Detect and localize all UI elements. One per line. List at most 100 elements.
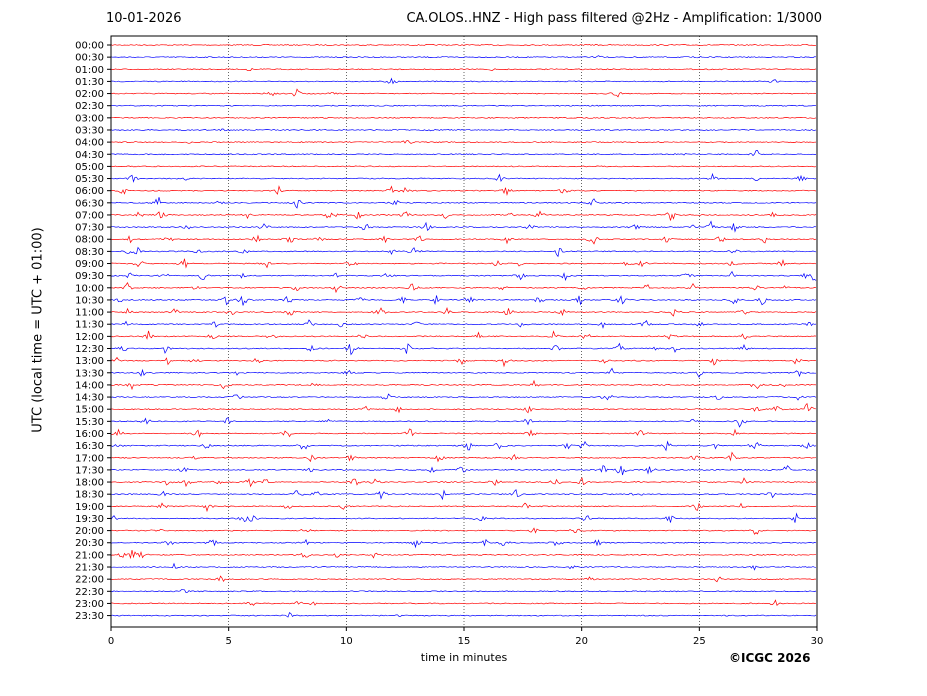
trace-1430: [110, 393, 817, 401]
trace-2300: [110, 599, 817, 606]
trace-2100: [110, 550, 816, 560]
y-tick-label: 09:30: [75, 271, 104, 282]
y-tick-label: 10:30: [75, 295, 104, 306]
y-tick-label: 17:30: [75, 465, 104, 476]
plot-frame: [110, 35, 818, 628]
trace-0500: [110, 165, 817, 168]
x-tick-label: 20: [575, 636, 588, 647]
trace-1600: [110, 428, 817, 438]
y-tick-label: 02:00: [75, 89, 104, 100]
y-tick-label: 12:30: [75, 344, 104, 355]
y-tick-label: 13:30: [75, 368, 104, 379]
trace-0330: [110, 128, 817, 132]
y-tick-label: 04:00: [75, 138, 104, 149]
trace-0430: [110, 150, 816, 157]
x-axis-label: time in minutes: [420, 651, 508, 664]
trace-2030: [110, 538, 817, 549]
y-tick-label: 18:00: [75, 478, 104, 489]
trace-1130: [110, 319, 817, 329]
y-tick-label: 06:30: [75, 198, 104, 209]
y-tick-label: 07:00: [75, 210, 104, 221]
chart-title: CA.OLOS..HNZ - High pass filtered @2Hz -…: [406, 11, 822, 26]
y-tick-label: 18:30: [75, 490, 104, 501]
trace-1530: [110, 417, 817, 428]
y-tick-label: 11:00: [75, 308, 104, 319]
trace-2330: [110, 612, 817, 618]
trace-0030: [110, 55, 817, 59]
trace-1200: [110, 330, 817, 340]
y-tick-label: 11:30: [75, 320, 104, 331]
trace-0300: [110, 116, 817, 119]
trace-2230: [110, 589, 817, 593]
y-tick-label: 20:00: [75, 526, 104, 537]
y-tick-label: 05:00: [75, 162, 104, 173]
x-tick-label: 10: [340, 636, 353, 647]
y-tick-label: 13:00: [75, 356, 104, 367]
trace-0100: [110, 68, 817, 72]
trace-1500: [110, 402, 817, 414]
x-tick-label: 0: [108, 636, 114, 647]
trace-0800: [110, 234, 817, 245]
trace-1300: [110, 356, 817, 368]
trace-0700: [110, 210, 817, 221]
y-tick-label: 00:30: [75, 53, 104, 64]
trace-0930: [110, 270, 817, 282]
trace-1000: [110, 281, 817, 294]
y-tick-label: 04:30: [75, 150, 104, 161]
trace-0000: [110, 43, 817, 46]
trace-1900: [110, 502, 817, 513]
y-tick-label: 03:00: [75, 113, 104, 124]
trace-2130: [110, 562, 817, 571]
y-tick-label: 09:00: [75, 259, 104, 270]
trace-1630: [110, 440, 817, 452]
trace-1930: [110, 512, 817, 523]
y-tick-label: 23:30: [75, 611, 104, 622]
y-tick-label: 17:00: [75, 453, 104, 464]
traces-group: [110, 43, 817, 618]
trace-0830: [110, 246, 817, 258]
y-tick-label: 22:00: [75, 575, 104, 586]
y-tick-label: 22:30: [75, 587, 104, 598]
y-tick-label: 10:00: [75, 283, 104, 294]
trace-1400: [110, 379, 817, 391]
trace-0600: [110, 185, 817, 196]
y-tick-label: 14:30: [75, 393, 104, 404]
y-tick-label: 19:30: [75, 514, 104, 525]
trace-0200: [110, 88, 816, 98]
trace-1230: [110, 342, 817, 356]
trace-0900: [110, 258, 817, 269]
trace-1330: [110, 367, 816, 378]
y-tick-label: 16:00: [75, 429, 104, 440]
trace-0530: [110, 172, 817, 183]
copyright-credit: ©ICGC 2026: [729, 651, 811, 665]
y-tick-label: 20:30: [75, 538, 104, 549]
y-tick-label: 16:30: [75, 441, 104, 452]
x-tick-label: 25: [693, 636, 706, 647]
trace-0230: [110, 104, 817, 107]
y-tick-label: 02:30: [75, 101, 104, 112]
y-tick-label: 15:30: [75, 417, 104, 428]
y-tick-label: 21:00: [75, 550, 104, 561]
y-tick-label: 12:00: [75, 332, 104, 343]
y-tick-label: 14:00: [75, 380, 104, 391]
trace-1100: [110, 307, 817, 317]
trace-1030: [110, 295, 817, 306]
y-tick-label: 08:00: [75, 235, 104, 246]
x-tick-label: 5: [225, 636, 231, 647]
y-tick-label: 07:30: [75, 223, 104, 234]
y-tick-label: 15:00: [75, 405, 104, 416]
x-tick-label: 30: [811, 636, 824, 647]
y-tick-label: 05:30: [75, 174, 104, 185]
y-tick-label: 08:30: [75, 247, 104, 258]
trace-1700: [110, 451, 817, 463]
x-tick-label: 15: [458, 636, 471, 647]
y-tick-label: 03:30: [75, 125, 104, 136]
y-tick-label: 19:00: [75, 502, 104, 513]
trace-1730: [110, 465, 817, 476]
y-tick-label: 01:30: [75, 77, 104, 88]
y-tick-label: 06:00: [75, 186, 104, 197]
trace-2000: [110, 527, 817, 535]
grid-lines: [228, 36, 700, 627]
trace-0730: [110, 220, 817, 233]
